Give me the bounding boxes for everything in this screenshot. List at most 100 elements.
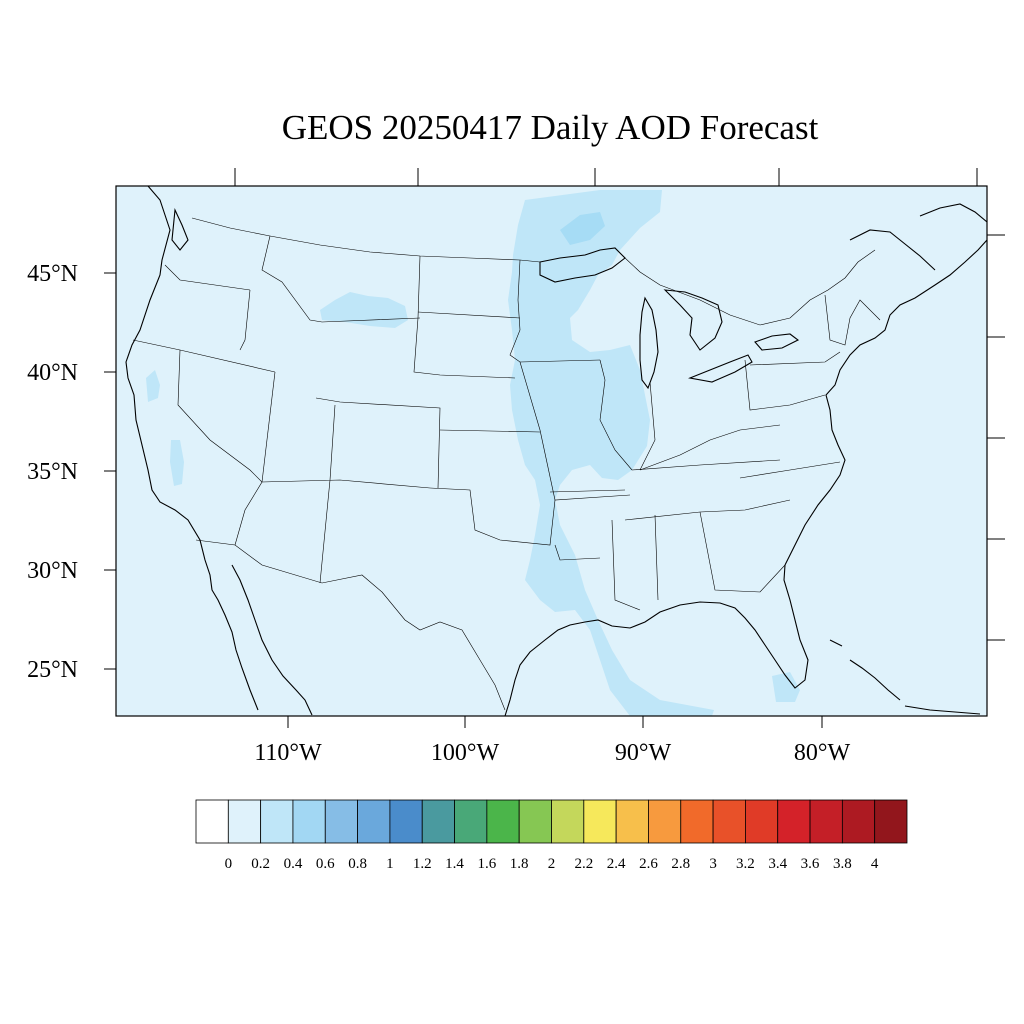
lat-label: 30°N — [27, 558, 78, 584]
colorbar-tick-label: 4 — [871, 856, 879, 872]
colorbar-tick-label: 3.8 — [833, 856, 852, 872]
colorbar-swatch — [195, 799, 229, 844]
lake-erie — [688, 354, 753, 383]
colorbar-swatch — [809, 799, 843, 844]
colorbar-tick-label: 1.6 — [477, 856, 496, 872]
colorbar-swatch — [324, 799, 358, 844]
colorbar-swatch — [389, 799, 423, 844]
axis-ticks — [104, 168, 1005, 728]
colorbar-tick-label: 0.2 — [251, 856, 270, 872]
colorbar-tick-label: 1.8 — [510, 856, 529, 872]
lake-huron — [663, 289, 723, 351]
lat-label: 25°N — [27, 657, 78, 683]
colorbar-swatch — [292, 799, 326, 844]
colorbar-tick-label: 3 — [709, 856, 717, 872]
border-dakotas — [413, 255, 516, 379]
map-frame — [115, 185, 988, 717]
colorbar-tick-label: 2 — [548, 856, 556, 872]
border-tn — [631, 459, 781, 471]
border-us-mexico — [195, 539, 506, 711]
aod-plume-nevada — [146, 370, 160, 402]
aod-plume-field — [146, 190, 800, 716]
colorbar — [195, 799, 908, 844]
border-wa-or — [164, 264, 251, 291]
colorbar-tick-label: 3.6 — [801, 856, 820, 872]
colorbar-swatch — [518, 799, 552, 844]
colorbar-labels: 0 0.2 0.4 0.6 0.8 1 1.2 1.4 1.6 1.8 2 2.2 2.4 2.6 2.8 3… — [225, 856, 879, 872]
colorbar-swatch — [874, 799, 908, 844]
aod-plume-central — [508, 190, 714, 716]
aod-plume-california — [170, 440, 184, 486]
border-mn-wi — [509, 259, 601, 363]
coastlines — [125, 186, 987, 716]
lake-ontario — [754, 333, 800, 351]
colorbar-tick-label: 3.2 — [736, 856, 755, 872]
border-id-west — [239, 289, 251, 351]
longitude-labels: 110°W 100°W 90°W 80°W — [254, 740, 850, 766]
lon-label: 110°W — [254, 740, 322, 766]
border-us-canada-east — [624, 249, 876, 326]
lon-label: 90°W — [615, 740, 672, 766]
border-ia-mo — [519, 361, 631, 501]
lon-label: 80°W — [794, 740, 851, 766]
coastline-hudson-nova — [849, 229, 936, 271]
coastline-baja-gulf — [231, 564, 313, 716]
aod-plume-montana — [320, 292, 408, 328]
coastline-atlantic — [784, 239, 987, 566]
colorbar-swatch — [615, 799, 649, 844]
lon-label: 100°W — [431, 740, 500, 766]
colorbar-swatch — [227, 799, 262, 844]
colorbar-tick-label: 2.8 — [671, 856, 690, 872]
coastline-canada-east — [919, 203, 987, 223]
colorbar-tick-label: 2.2 — [574, 856, 593, 872]
colorbar-swatch — [454, 799, 488, 844]
border-ne-states — [824, 294, 881, 346]
colorbar-tick-label: 0.6 — [316, 856, 335, 872]
great-lakes — [539, 247, 800, 390]
coastline-islands-carib — [829, 639, 981, 715]
coastline-pacific — [125, 186, 259, 711]
border-mt-wy — [261, 235, 421, 323]
border-ut-co-az-nm — [261, 404, 431, 584]
colorbar-tick-label: 1 — [386, 856, 394, 872]
colorbar-swatch — [583, 799, 617, 844]
colorbar-swatch — [421, 799, 455, 844]
lat-label: 40°N — [27, 360, 78, 386]
coastline-vancouver — [171, 207, 189, 251]
colorbar-swatch — [260, 799, 294, 844]
border-il-in — [599, 359, 633, 471]
colorbar-tick-label: 1.2 — [413, 856, 432, 872]
lake-superior — [539, 247, 626, 283]
colorbar-tick-label: 1.4 — [445, 856, 464, 872]
border-nv-ut — [261, 371, 276, 483]
border-in-oh — [639, 381, 656, 471]
state-borders — [132, 217, 881, 711]
border-va-nc — [739, 461, 841, 479]
colorbar-swatch — [648, 799, 682, 844]
border-ar-la — [554, 544, 601, 561]
lat-label: 35°N — [27, 459, 78, 485]
border-ga-fl — [699, 511, 786, 593]
colorbar-swatch — [745, 799, 779, 844]
border-ny-pa — [749, 351, 841, 366]
border-south — [624, 499, 791, 521]
map-title: GEOS 20250417 Daily AOD Forecast — [281, 108, 819, 147]
colorbar-tick-label: 0.4 — [284, 856, 303, 872]
colorbar-tick-label: 3.4 — [768, 856, 787, 872]
colorbar-tick-label: 0 — [225, 856, 233, 872]
border-us-canada — [191, 217, 541, 263]
aod-plume-superior — [560, 212, 605, 245]
border-wy-co — [315, 397, 441, 489]
colorbar-swatch — [357, 799, 391, 844]
colorbar-swatch — [680, 799, 714, 844]
border-ok-tx — [429, 487, 556, 546]
colorbar-swatch — [841, 799, 876, 844]
border-mo-ar — [549, 489, 626, 493]
border-ne-ks — [439, 429, 541, 433]
colorbar-tick-label: 0.8 — [348, 856, 367, 872]
latitude-labels: 45°N 40°N 35°N 30°N 25°N — [27, 261, 78, 683]
border-ca-nv — [177, 349, 263, 546]
lake-michigan — [639, 296, 659, 390]
